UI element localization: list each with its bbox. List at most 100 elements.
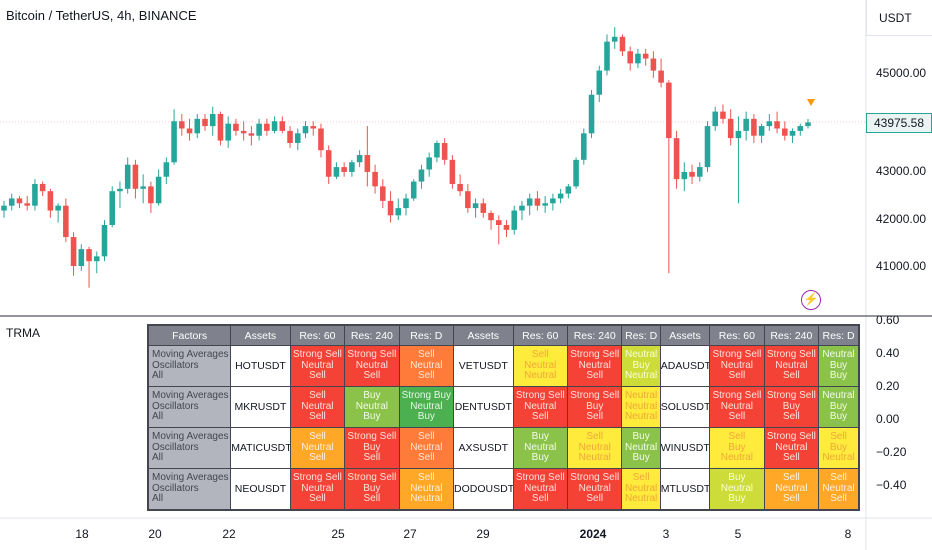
asset-cell: HOTUSDT bbox=[230, 345, 291, 387]
time-axis-label: 29 bbox=[476, 527, 490, 541]
candle-body bbox=[248, 133, 255, 136]
last-price-value: 43975.58 bbox=[867, 114, 931, 132]
candle-body bbox=[163, 162, 170, 177]
candle-body bbox=[673, 138, 680, 180]
candle-body bbox=[55, 205, 61, 211]
candle-body bbox=[225, 123, 231, 141]
candle-body bbox=[774, 121, 780, 129]
candle-body bbox=[24, 203, 30, 206]
candle-body bbox=[581, 133, 587, 160]
candle-body bbox=[364, 155, 371, 172]
signal-cell: Sell Neutral Neutral bbox=[566, 427, 623, 469]
lightning-bolt-icon[interactable]: ⚡ bbox=[801, 290, 821, 310]
candle-body bbox=[47, 191, 54, 211]
indicator-title[interactable]: TRMA bbox=[6, 326, 40, 340]
header-factors: Factors bbox=[147, 324, 232, 346]
signal-cell: Strong Sell Neutral Sell bbox=[289, 345, 346, 387]
candle-body bbox=[109, 191, 116, 225]
candle-body bbox=[681, 171, 688, 180]
candle-body bbox=[8, 198, 15, 206]
candle-body bbox=[148, 186, 154, 204]
signal-cell: Neutral Buy Neutral bbox=[621, 345, 661, 387]
price-axis-label: 42000.00 bbox=[876, 212, 927, 226]
candle-body bbox=[271, 121, 278, 131]
candle-body bbox=[465, 191, 471, 209]
candle-body bbox=[240, 130, 247, 134]
candle-body bbox=[395, 208, 402, 216]
signal-cell: Neutral Buy Buy bbox=[818, 386, 860, 428]
candles-group bbox=[1, 27, 811, 288]
time-axis-label: 18 bbox=[75, 527, 89, 541]
signal-cell: Strong Sell Neutral Sell bbox=[512, 468, 569, 511]
signal-cell: Strong Sell Neutral Sell bbox=[763, 427, 820, 469]
candle-body bbox=[565, 186, 572, 194]
oscillator-axis-label: −0.40 bbox=[876, 478, 907, 492]
candle-body bbox=[186, 128, 193, 134]
price-axis-label: 45000.00 bbox=[876, 66, 927, 80]
factor-label: Moving Averages Oscillators All bbox=[147, 386, 232, 428]
candle-body bbox=[32, 183, 38, 206]
signal-cell: Sell Neutral Sell bbox=[763, 468, 820, 511]
signal-cell: Strong Sell Buy Sell bbox=[566, 386, 623, 428]
candle-body bbox=[550, 198, 556, 204]
candle-body bbox=[488, 212, 494, 221]
header-res-60: Res: 60 bbox=[512, 324, 569, 346]
candle-body bbox=[751, 118, 757, 136]
currency-selector[interactable]: USDT bbox=[866, 0, 932, 36]
signal-cell: Sell Buy Neutral bbox=[818, 427, 860, 469]
candle-body bbox=[387, 200, 394, 216]
candle-body bbox=[666, 82, 672, 139]
table-header-row: Factors Assets Res: 60 Res: 240 Res: D A… bbox=[147, 324, 860, 346]
candle-body bbox=[604, 41, 610, 71]
header-res-d: Res: D bbox=[621, 324, 661, 346]
candle-body bbox=[403, 198, 409, 209]
time-axis-label: 8 bbox=[844, 527, 852, 541]
candle-body bbox=[349, 162, 355, 172]
candle-body bbox=[124, 164, 131, 189]
candle-body bbox=[789, 130, 796, 136]
candle-body bbox=[132, 164, 139, 189]
header-res-d: Res: D bbox=[398, 324, 455, 346]
asset-cell: DODOUSDT bbox=[453, 468, 514, 511]
signal-cell: Buy Neutral Buy bbox=[344, 386, 400, 428]
trma-table: Factors Assets Res: 60 Res: 240 Res: D A… bbox=[147, 324, 860, 511]
table-row: Moving Averages Oscillators All MKRUSDT Se… bbox=[147, 386, 860, 428]
signal-cell: Strong Sell Neutral Sell bbox=[566, 345, 623, 387]
signal-cell: Sell Neutral Neutral bbox=[398, 468, 455, 511]
candle-body bbox=[495, 220, 502, 225]
candle-body bbox=[635, 53, 641, 64]
time-axis-label: 27 bbox=[403, 527, 417, 541]
header-res-60: Res: 60 bbox=[709, 324, 765, 346]
candle-body bbox=[325, 150, 332, 177]
factor-label: Moving Averages Oscillators All bbox=[147, 345, 232, 387]
candle-body bbox=[511, 210, 518, 230]
candle-body bbox=[418, 169, 425, 182]
candle-body bbox=[179, 121, 185, 129]
time-axis-label: 5 bbox=[734, 527, 742, 541]
candle-body bbox=[341, 167, 347, 172]
candle-body bbox=[758, 126, 765, 136]
candle-body bbox=[171, 121, 177, 163]
candle-body bbox=[217, 114, 224, 141]
oscillator-axis-label: 0.20 bbox=[876, 379, 900, 393]
price-axis-label: 43000.00 bbox=[876, 164, 927, 178]
signal-cell: Strong Sell Buy Sell bbox=[763, 386, 820, 428]
candle-body bbox=[294, 133, 301, 143]
factor-label: Moving Averages Oscillators All bbox=[147, 468, 232, 511]
signal-cell: Strong Sell Neutral Sell bbox=[709, 386, 765, 428]
signal-cell: Strong Sell Neutral Sell bbox=[763, 345, 820, 387]
candle-body bbox=[534, 198, 541, 206]
signal-cell: Sell Neutral Sell bbox=[398, 345, 455, 387]
factor-label: Moving Averages Oscillators All bbox=[147, 427, 232, 469]
candle-body bbox=[720, 111, 726, 119]
last-price-tag: 43975.58 bbox=[866, 113, 932, 133]
symbol-title[interactable]: Bitcoin / TetherUS, 4h, BINANCE bbox=[6, 8, 197, 23]
oscillator-axis-label: 0.60 bbox=[876, 313, 900, 327]
candle-body bbox=[611, 36, 618, 42]
candle-body bbox=[310, 126, 317, 129]
candle-body bbox=[202, 118, 208, 127]
candle-body bbox=[333, 167, 340, 177]
candle-body bbox=[287, 130, 293, 143]
time-axis-label: 25 bbox=[331, 527, 345, 541]
